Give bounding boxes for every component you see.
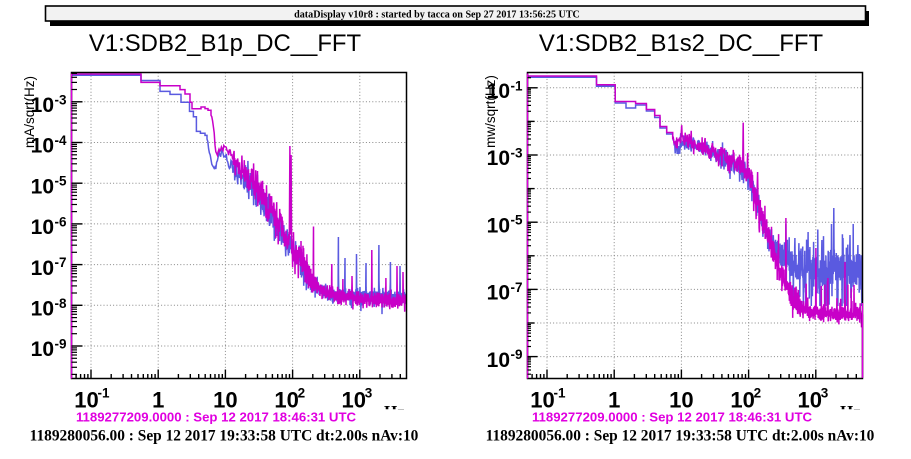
svg-text:mA/sqrt(Hz): mA/sqrt(Hz) bbox=[22, 76, 37, 148]
svg-text:mw/sqrt(Hz): mw/sqrt(Hz) bbox=[483, 75, 498, 148]
svg-text:10: 10 bbox=[31, 298, 54, 321]
svg-text:10: 10 bbox=[31, 338, 54, 361]
svg-text:10: 10 bbox=[487, 349, 510, 372]
svg-text:10: 10 bbox=[487, 282, 510, 305]
svg-text:-1: -1 bbox=[554, 386, 566, 401]
svg-text:10: 10 bbox=[798, 388, 822, 413]
svg-text:10: 10 bbox=[487, 147, 510, 170]
svg-text:10: 10 bbox=[31, 94, 54, 117]
svg-text:-7: -7 bbox=[55, 255, 67, 270]
svg-text:2: 2 bbox=[754, 386, 762, 401]
svg-text:10: 10 bbox=[74, 388, 98, 413]
svg-text:-7: -7 bbox=[511, 280, 523, 295]
svg-text:V1:SDB2_B1s2_DC__FFT: V1:SDB2_B1s2_DC__FFT bbox=[539, 30, 824, 57]
svg-text:10: 10 bbox=[31, 175, 54, 198]
svg-text:V1:SDB2_B1p_DC__FFT: V1:SDB2_B1p_DC__FFT bbox=[89, 30, 362, 57]
svg-text:2: 2 bbox=[298, 386, 306, 401]
svg-text:-1: -1 bbox=[98, 386, 110, 401]
svg-text:Hz: Hz bbox=[840, 402, 861, 421]
svg-text:10: 10 bbox=[342, 388, 366, 413]
svg-text:1189277209.0000 : Sep 12 2017: 1189277209.0000 : Sep 12 2017 18:46:31 U… bbox=[76, 410, 357, 425]
svg-text:10: 10 bbox=[31, 257, 54, 280]
svg-text:dataDisplay v10r8 : started by: dataDisplay v10r8 : started by tacca on … bbox=[294, 10, 580, 21]
svg-text:-6: -6 bbox=[55, 214, 67, 229]
svg-text:-3: -3 bbox=[55, 92, 67, 107]
svg-text:10: 10 bbox=[31, 216, 54, 239]
svg-text:-5: -5 bbox=[511, 213, 523, 228]
svg-text:10: 10 bbox=[530, 388, 554, 413]
svg-text:10: 10 bbox=[31, 135, 54, 158]
svg-text:-5: -5 bbox=[55, 174, 67, 189]
svg-text:-3: -3 bbox=[511, 146, 523, 161]
svg-text:-1: -1 bbox=[511, 78, 523, 93]
svg-text:-9: -9 bbox=[511, 347, 523, 362]
svg-text:-4: -4 bbox=[55, 133, 67, 148]
svg-text:10: 10 bbox=[487, 214, 510, 237]
svg-text:1189277209.0000 : Sep 12 2017: 1189277209.0000 : Sep 12 2017 18:46:31 U… bbox=[532, 410, 813, 425]
svg-text:3: 3 bbox=[821, 386, 829, 401]
svg-text:1: 1 bbox=[152, 388, 164, 413]
svg-text:1189280056.00 : Sep 12 2017 19: 1189280056.00 : Sep 12 2017 19:33:58 UTC… bbox=[30, 428, 419, 445]
svg-text:-9: -9 bbox=[55, 337, 67, 352]
svg-text:Hz: Hz bbox=[384, 402, 405, 421]
svg-text:10: 10 bbox=[730, 388, 754, 413]
svg-text:10: 10 bbox=[487, 80, 510, 103]
svg-text:10: 10 bbox=[274, 388, 298, 413]
svg-text:-8: -8 bbox=[55, 296, 67, 311]
svg-text:10: 10 bbox=[669, 388, 693, 413]
svg-text:10: 10 bbox=[213, 388, 237, 413]
svg-text:3: 3 bbox=[365, 386, 373, 401]
svg-text:1189280056.00 : Sep 12 2017 19: 1189280056.00 : Sep 12 2017 19:33:58 UTC… bbox=[486, 428, 875, 445]
svg-text:1: 1 bbox=[608, 388, 620, 413]
